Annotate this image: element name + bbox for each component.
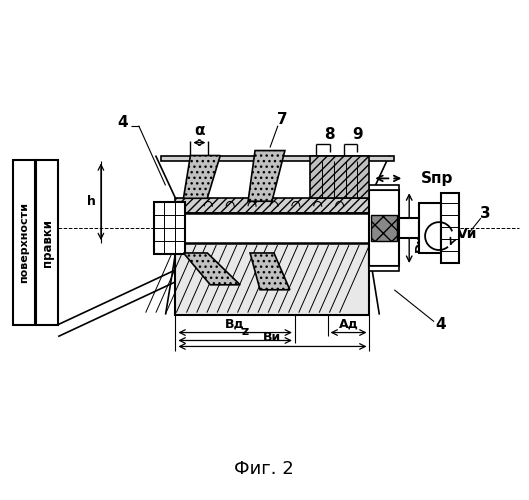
Polygon shape bbox=[250, 253, 290, 290]
Text: h: h bbox=[87, 196, 95, 208]
Text: поверхности: поверхности bbox=[20, 202, 29, 283]
Polygon shape bbox=[184, 156, 220, 198]
Text: 8: 8 bbox=[324, 127, 335, 142]
Bar bbox=[153, 202, 186, 254]
Bar bbox=[441, 194, 459, 263]
Text: 7: 7 bbox=[277, 112, 287, 127]
Bar bbox=[156, 213, 385, 243]
Bar bbox=[13, 160, 35, 324]
Text: Вд: Вд bbox=[225, 317, 245, 330]
Bar bbox=[369, 266, 399, 271]
Text: Sпр: Sпр bbox=[421, 171, 453, 186]
Text: Ви: Ви bbox=[263, 331, 281, 344]
Text: Dи: Dи bbox=[414, 234, 427, 252]
Bar bbox=[310, 156, 369, 198]
Text: 3: 3 bbox=[480, 206, 491, 220]
Bar bbox=[399, 218, 419, 238]
Text: 4: 4 bbox=[117, 115, 128, 130]
Bar bbox=[176, 198, 369, 213]
Text: α: α bbox=[194, 123, 205, 138]
Polygon shape bbox=[184, 253, 240, 285]
Text: 9: 9 bbox=[352, 127, 363, 142]
Bar bbox=[369, 186, 399, 190]
Text: z: z bbox=[241, 325, 249, 338]
Bar bbox=[419, 204, 441, 253]
Bar bbox=[176, 243, 369, 314]
Text: Ад: Ад bbox=[339, 317, 359, 330]
Bar bbox=[161, 156, 394, 160]
Bar bbox=[37, 160, 58, 324]
Polygon shape bbox=[248, 150, 285, 202]
Text: Фиг. 2: Фиг. 2 bbox=[234, 460, 294, 478]
Bar bbox=[371, 215, 397, 241]
Text: правки: правки bbox=[41, 218, 54, 266]
Text: Vи: Vи bbox=[457, 227, 477, 241]
Bar bbox=[369, 190, 399, 266]
Text: 4: 4 bbox=[436, 317, 446, 332]
